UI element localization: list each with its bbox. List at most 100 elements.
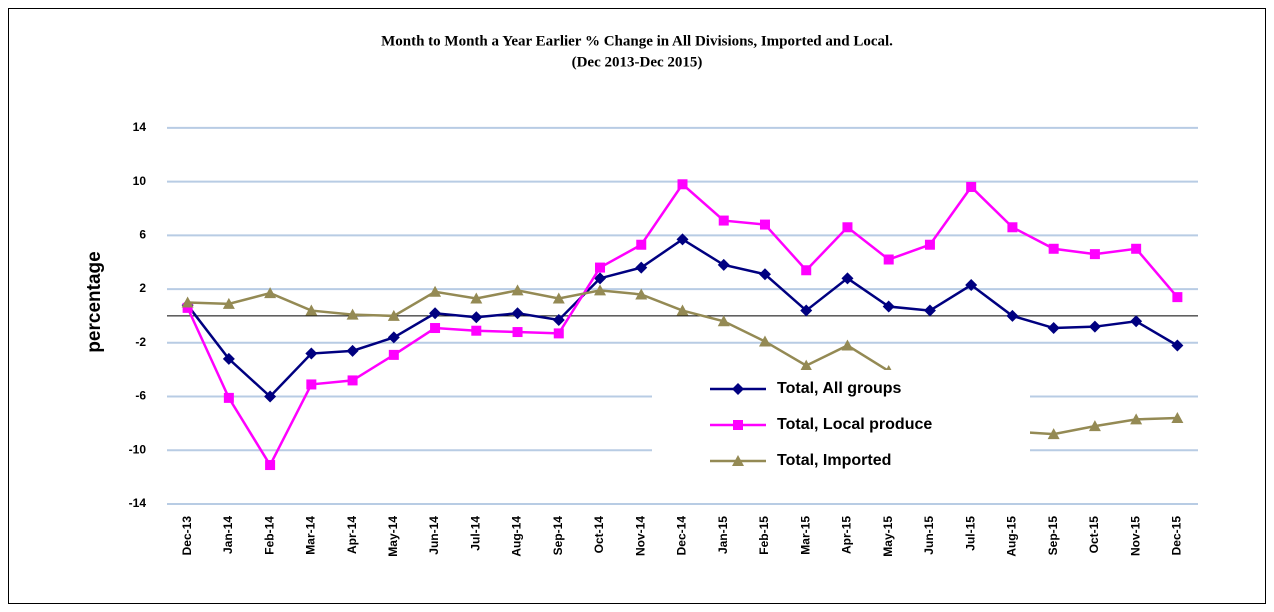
marker (924, 239, 935, 250)
marker (842, 222, 853, 233)
legend-marker (733, 420, 743, 430)
chart-subtitle: (Dec 2013-Dec 2015) (572, 54, 703, 70)
marker (965, 279, 978, 292)
marker (1088, 320, 1101, 333)
marker (1171, 339, 1184, 352)
x-tick-label: Jun-14 (427, 516, 441, 555)
marker (594, 272, 607, 285)
x-tick-label: Jan-15 (716, 516, 730, 554)
chart-border (8, 8, 1266, 604)
y-tick-label: -2 (135, 335, 146, 349)
marker (1089, 249, 1100, 260)
legend-label: Total, All groups (777, 380, 902, 397)
marker (512, 327, 523, 338)
y-tick-label: 10 (133, 174, 147, 188)
marker (882, 300, 895, 313)
marker (264, 287, 277, 299)
y-tick-label: 6 (139, 228, 146, 242)
marker (1088, 420, 1101, 432)
marker (718, 215, 729, 226)
y-axis-label: percentage (84, 251, 105, 352)
y-tick-label: -10 (129, 442, 147, 456)
x-tick-label: Apr-15 (840, 516, 854, 554)
marker (635, 288, 648, 300)
marker (801, 265, 812, 276)
marker (182, 302, 193, 313)
marker (1048, 243, 1059, 254)
marker (553, 328, 564, 339)
marker (305, 304, 318, 316)
x-tick-label: Oct-15 (1087, 516, 1101, 554)
chart-title: Month to Month a Year Earlier % Change i… (381, 33, 893, 49)
marker (470, 292, 483, 304)
y-tick-label: -14 (129, 496, 147, 510)
marker (758, 335, 771, 347)
marker (387, 309, 400, 321)
marker (347, 375, 358, 386)
marker (552, 292, 565, 304)
marker (1172, 292, 1183, 303)
marker (635, 261, 648, 274)
legend-marker (732, 383, 744, 395)
marker (181, 296, 194, 308)
x-tick-label: Feb-14 (262, 516, 276, 555)
x-tick-label: Aug-14 (510, 516, 524, 557)
y-tick-label: 14 (133, 120, 147, 134)
marker (346, 344, 359, 357)
marker (1047, 428, 1060, 440)
x-tick-label: Dec-13 (180, 516, 194, 556)
marker (1131, 243, 1142, 254)
marker (1047, 322, 1060, 335)
marker (388, 349, 399, 360)
x-tick-label: Dec-14 (675, 516, 689, 556)
x-tick-label: May-14 (386, 516, 400, 557)
y-tick-label: 2 (139, 281, 146, 295)
marker (552, 313, 565, 326)
marker (1130, 413, 1143, 425)
marker (676, 233, 689, 246)
x-tick-label: Nov-14 (633, 516, 647, 556)
marker (511, 307, 524, 320)
x-tick-label: Jul-15 (963, 516, 977, 551)
x-tick-label: Sep-15 (1046, 516, 1060, 556)
marker (1007, 222, 1018, 233)
x-tick-label: Apr-14 (345, 516, 359, 554)
marker (758, 268, 771, 281)
x-tick-label: Aug-15 (1005, 516, 1019, 557)
marker (265, 460, 276, 471)
marker (841, 272, 854, 285)
x-tick-label: Oct-14 (592, 516, 606, 554)
marker (800, 359, 813, 371)
marker (594, 284, 607, 296)
marker (471, 325, 482, 336)
x-tick-label: Jul-14 (468, 516, 482, 551)
x-tick-label: Feb-15 (757, 516, 771, 555)
x-tick-label: Sep-14 (551, 516, 565, 556)
marker (222, 352, 235, 365)
marker (264, 390, 277, 403)
marker (430, 323, 441, 334)
marker (759, 219, 770, 230)
marker (841, 339, 854, 351)
marker (305, 347, 318, 360)
marker (470, 311, 483, 324)
marker (429, 307, 442, 320)
x-tick-label: Nov-15 (1128, 516, 1142, 556)
marker (222, 297, 235, 309)
legend-marker (732, 455, 744, 466)
x-tick-label: Dec-15 (1170, 516, 1184, 556)
marker (387, 331, 400, 344)
marker (511, 284, 524, 296)
legend-label: Total, Imported (777, 452, 891, 469)
marker (1171, 412, 1184, 424)
marker (883, 254, 894, 265)
marker (223, 392, 234, 403)
marker (676, 304, 689, 316)
marker (800, 304, 813, 317)
marker (636, 239, 647, 250)
marker (677, 179, 688, 190)
marker (1006, 309, 1019, 322)
x-tick-label: Mar-15 (798, 516, 812, 555)
marker (923, 304, 936, 317)
